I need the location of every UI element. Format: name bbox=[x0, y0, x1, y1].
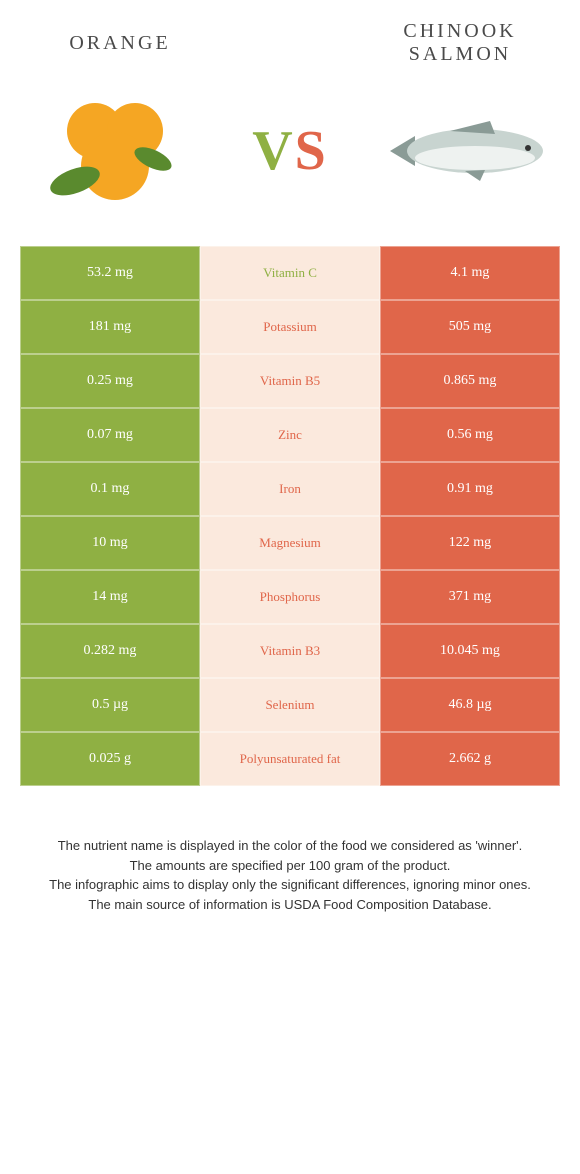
images-row: VS bbox=[0, 76, 580, 246]
nutrient-name-cell: Polyunsaturated fat bbox=[200, 732, 380, 786]
nutrient-name-cell: Selenium bbox=[200, 678, 380, 732]
table-row: 181 mgPotassium505 mg bbox=[20, 300, 560, 354]
right-value-cell: 10.045 mg bbox=[380, 624, 560, 678]
footer-line: The nutrient name is displayed in the co… bbox=[40, 836, 540, 856]
left-value-cell: 0.07 mg bbox=[20, 408, 200, 462]
footer-line: The amounts are specified per 100 gram o… bbox=[40, 856, 540, 876]
nutrient-name-cell: Vitamin B5 bbox=[200, 354, 380, 408]
vs-v-letter: V bbox=[252, 120, 294, 182]
nutrient-name-cell: Phosphorus bbox=[200, 570, 380, 624]
left-value-cell: 53.2 mg bbox=[20, 246, 200, 300]
vs-s-letter: S bbox=[295, 120, 328, 182]
nutrient-name-cell: Magnesium bbox=[200, 516, 380, 570]
right-food-title: Chinook Salmon bbox=[370, 20, 550, 66]
table-row: 53.2 mgVitamin C4.1 mg bbox=[20, 246, 560, 300]
left-value-cell: 10 mg bbox=[20, 516, 200, 570]
nutrient-name-cell: Potassium bbox=[200, 300, 380, 354]
right-value-cell: 4.1 mg bbox=[380, 246, 560, 300]
right-value-cell: 2.662 g bbox=[380, 732, 560, 786]
salmon-image bbox=[380, 86, 550, 216]
table-row: 0.025 gPolyunsaturated fat2.662 g bbox=[20, 732, 560, 786]
header-titles: Orange Chinook Salmon bbox=[0, 0, 580, 76]
table-row: 0.1 mgIron0.91 mg bbox=[20, 462, 560, 516]
footer-line: The main source of information is USDA F… bbox=[40, 895, 540, 915]
left-value-cell: 0.282 mg bbox=[20, 624, 200, 678]
right-value-cell: 0.91 mg bbox=[380, 462, 560, 516]
nutrient-name-cell: Zinc bbox=[200, 408, 380, 462]
left-value-cell: 14 mg bbox=[20, 570, 200, 624]
left-value-cell: 0.025 g bbox=[20, 732, 200, 786]
right-value-cell: 505 mg bbox=[380, 300, 560, 354]
table-row: 14 mgPhosphorus371 mg bbox=[20, 570, 560, 624]
right-value-cell: 122 mg bbox=[380, 516, 560, 570]
table-row: 0.5 µgSelenium46.8 µg bbox=[20, 678, 560, 732]
left-food-title: Orange bbox=[30, 32, 210, 55]
left-value-cell: 0.5 µg bbox=[20, 678, 200, 732]
footer-notes: The nutrient name is displayed in the co… bbox=[40, 836, 540, 914]
left-value-cell: 0.1 mg bbox=[20, 462, 200, 516]
table-row: 10 mgMagnesium122 mg bbox=[20, 516, 560, 570]
nutrient-name-cell: Vitamin B3 bbox=[200, 624, 380, 678]
right-value-cell: 371 mg bbox=[380, 570, 560, 624]
table-row: 0.25 mgVitamin B50.865 mg bbox=[20, 354, 560, 408]
nutrient-name-cell: Iron bbox=[200, 462, 380, 516]
nutrient-table: 53.2 mgVitamin C4.1 mg181 mgPotassium505… bbox=[20, 246, 560, 786]
orange-image bbox=[30, 86, 200, 216]
vs-label: VS bbox=[252, 119, 328, 183]
nutrient-name-cell: Vitamin C bbox=[200, 246, 380, 300]
right-value-cell: 0.56 mg bbox=[380, 408, 560, 462]
footer-line: The infographic aims to display only the… bbox=[40, 875, 540, 895]
left-value-cell: 181 mg bbox=[20, 300, 200, 354]
left-value-cell: 0.25 mg bbox=[20, 354, 200, 408]
right-value-cell: 0.865 mg bbox=[380, 354, 560, 408]
right-value-cell: 46.8 µg bbox=[380, 678, 560, 732]
table-row: 0.07 mgZinc0.56 mg bbox=[20, 408, 560, 462]
table-row: 0.282 mgVitamin B310.045 mg bbox=[20, 624, 560, 678]
